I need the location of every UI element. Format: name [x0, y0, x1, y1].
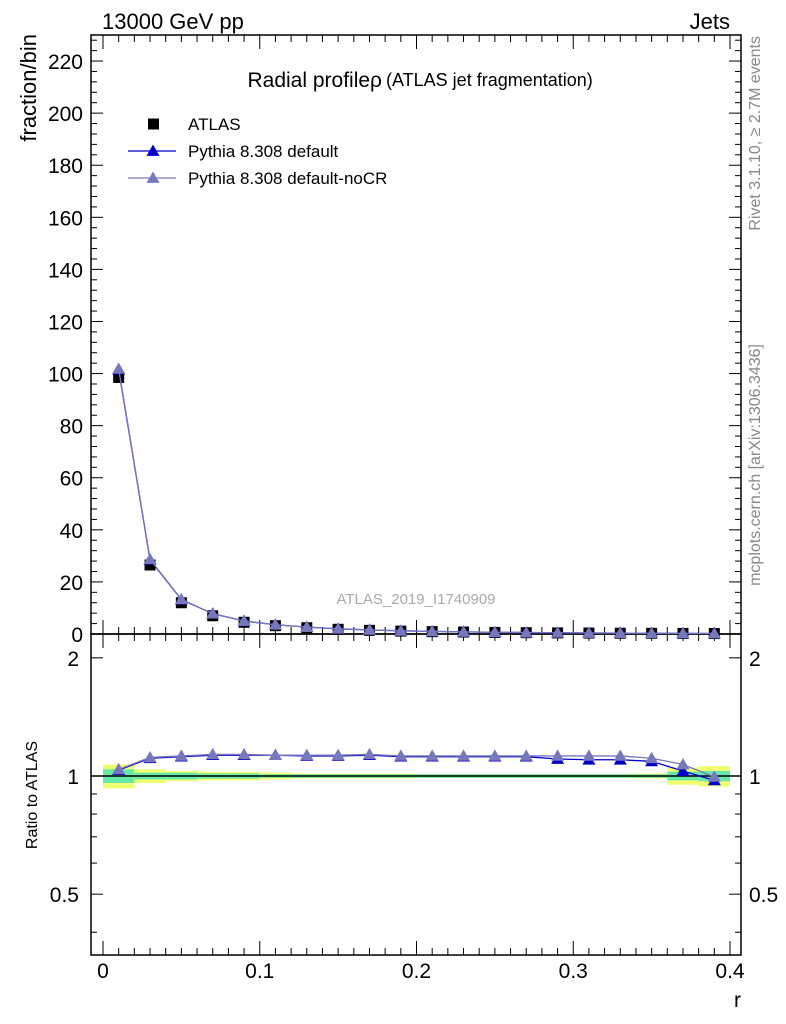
main-series-point-2	[174, 592, 188, 605]
ratio-series-point-1	[331, 748, 345, 761]
main-y-tick-label: 60	[60, 468, 83, 491]
ratio-y-tick-label: 2	[67, 648, 79, 671]
rivet-side-label: Rivet 3.1.10, ≥ 2.7M events	[747, 36, 764, 231]
main-y-tick-label: 160	[48, 207, 83, 230]
x-tick-label: 0.1	[245, 960, 274, 983]
ratio-series-point-1	[362, 747, 376, 760]
main-y-tick-label: 120	[48, 311, 83, 334]
main-series-point-2	[143, 552, 157, 565]
main-y-tick-label: 80	[60, 416, 83, 439]
ratio-series-point-0	[676, 764, 690, 776]
legend-marker-1	[146, 144, 160, 156]
ratio-y-tick-label: 1	[67, 766, 79, 789]
chart-title: Radial profileρ	[247, 69, 382, 92]
main-series-point-2	[425, 624, 439, 637]
ratio-series-point-1	[613, 749, 627, 761]
header-left-label: 13000 GeV pp	[102, 9, 244, 34]
ratio-series-point-1	[394, 749, 408, 761]
legend-label-0: ATLAS	[188, 115, 241, 134]
main-series-point-2	[613, 626, 627, 638]
x-axis-label: r	[734, 989, 741, 1012]
legend-marker-atlas	[148, 118, 159, 130]
ratio-series-point-1	[300, 748, 314, 761]
ratio-series-point-1	[645, 751, 659, 764]
ratio-series-point-1	[425, 749, 439, 761]
ratio-series-point-1	[174, 749, 188, 761]
legend-marker-2	[146, 171, 160, 183]
main-y-tick-label: 180	[48, 155, 83, 178]
ratio-y-axis-label: Ratio to ATLAS	[24, 741, 41, 849]
main-y-tick-label: 140	[48, 259, 83, 282]
watermark-analysis-id: ATLAS_2019_I1740909	[336, 591, 495, 608]
ratio-y-tick-label-right: 0.5	[749, 884, 778, 907]
main-series-point-2	[551, 626, 565, 638]
legend-label-1: Pythia 8.308 default	[188, 142, 339, 161]
chart-subtitle: (ATLAS jet fragmentation)	[386, 70, 593, 90]
main-series-point-2	[488, 625, 502, 638]
x-tick-label: 0	[97, 960, 109, 983]
ratio-series-point-1	[237, 747, 251, 760]
legend-label-2: Pythia 8.308 default-noCR	[188, 169, 387, 188]
ratio-series-point-1	[112, 762, 126, 775]
ratio-series-point-1	[268, 748, 282, 761]
ratio-series-point-1	[206, 747, 220, 760]
main-y-tick-label: 0	[71, 624, 83, 647]
main-y-axis-label: fraction/bin	[16, 34, 41, 142]
ratio-series-point-1	[582, 749, 596, 761]
main-series-point-2	[676, 626, 690, 639]
main-y-tick-label: 220	[48, 51, 83, 74]
ratio-series-point-1	[143, 750, 157, 763]
atlas-data-point	[113, 371, 125, 383]
main-y-tick-label: 20	[60, 572, 83, 595]
main-series-point-2	[362, 623, 376, 635]
main-series-point-2	[707, 627, 721, 639]
main-y-tick-label: 100	[48, 364, 83, 387]
main-series-point-2	[331, 622, 345, 634]
x-tick-label: 0.2	[402, 960, 431, 983]
header-right-label: Jets	[690, 9, 730, 34]
ratio-plot-frame	[90, 633, 742, 956]
main-y-tick-label: 40	[60, 520, 83, 543]
main-series-line-2	[118, 368, 715, 635]
main-series-point-2	[645, 626, 659, 639]
ratio-series-point-1	[551, 749, 565, 761]
ratio-series-line-1	[118, 753, 715, 778]
ratio-series-point-1	[519, 749, 533, 761]
ratio-series-point-1	[488, 749, 502, 761]
main-series-point-2	[300, 620, 314, 632]
main-series-point-2	[237, 614, 251, 626]
ratio-y-tick-label-right: 2	[749, 648, 761, 671]
mcplots-side-label: mcplots.cern.ch [arXiv:1306.3436]	[747, 344, 764, 586]
main-series-point-2	[112, 362, 126, 374]
main-series-point-2	[582, 626, 596, 638]
ratio-series-point-1	[676, 757, 690, 770]
ratio-series-point-1	[707, 770, 721, 782]
main-series-point-2	[206, 607, 220, 619]
main-series-point-2	[268, 618, 282, 630]
ratio-series-point-1	[457, 749, 471, 761]
x-tick-label: 0.4	[715, 960, 745, 983]
main-series-point-2	[394, 624, 408, 636]
atlas-data-point	[144, 559, 156, 571]
main-series-point-2	[457, 625, 471, 637]
main-y-tick-label: 200	[48, 103, 83, 126]
ratio-y-tick-label-right: 1	[749, 766, 761, 789]
ratio-y-tick-label: 0.5	[50, 884, 79, 907]
main-series-point-2	[519, 626, 533, 638]
x-tick-label: 0.3	[559, 960, 588, 983]
